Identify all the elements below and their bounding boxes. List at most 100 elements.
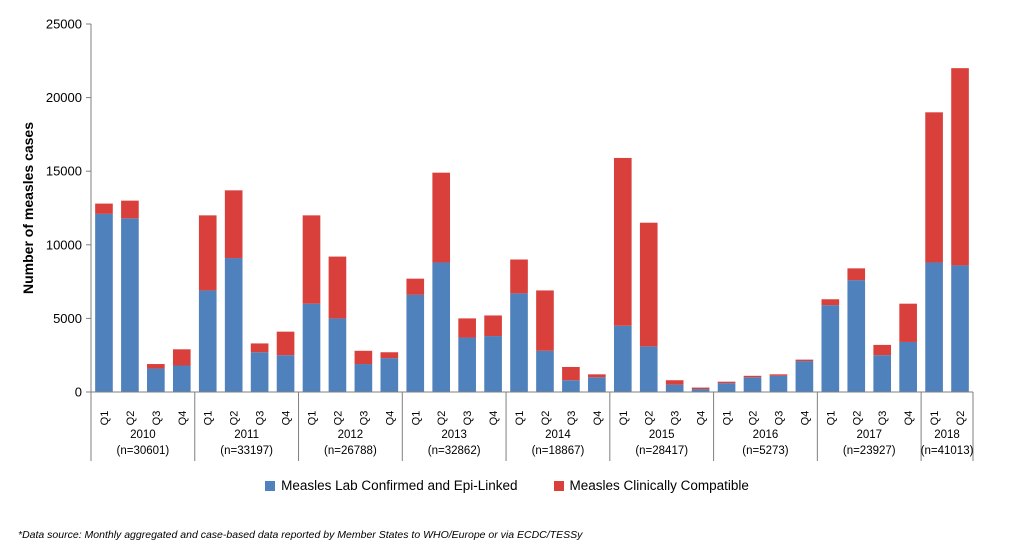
group-n-label: (n=33197) (220, 445, 273, 457)
bar-lab-confirmed (250, 352, 269, 392)
bar-clinically-compatible (769, 374, 788, 376)
x-tick-label: Q2 (125, 411, 137, 426)
y-tick-label: 5000 (53, 311, 82, 326)
group-year-label: 2010 (130, 429, 156, 441)
x-tick-label: Q2 (644, 411, 656, 426)
group-n-label: (n=30601) (117, 445, 170, 457)
bar-lab-confirmed (899, 341, 917, 392)
y-tick-label: 0 (75, 385, 82, 400)
bar-clinically-compatible (354, 350, 373, 365)
x-tick-label: Q1 (722, 411, 734, 426)
bar-lab-confirmed (639, 346, 658, 392)
bar-clinically-compatible (899, 303, 917, 342)
bar-clinically-compatible (276, 331, 295, 356)
group-n-label: (n=28417) (635, 445, 688, 457)
bar-clinically-compatible (613, 157, 632, 326)
bar-lab-confirmed (224, 258, 243, 392)
x-tick-label: Q3 (151, 411, 163, 426)
bar-lab-confirmed (613, 325, 632, 392)
bar-lab-confirmed (795, 361, 814, 392)
x-tick-label: Q3 (358, 411, 370, 426)
x-tick-label: Q4 (799, 411, 811, 426)
legend-item-lab-confirmed: Measles Lab Confirmed and Epi-Linked (265, 478, 518, 493)
bar-clinically-compatible (95, 203, 113, 214)
footnote: *Data source: Monthly aggregated and cas… (18, 529, 583, 541)
group-year-label: 2011 (234, 429, 259, 441)
bar-clinically-compatible (302, 215, 321, 304)
y-tick-label: 10000 (46, 237, 82, 252)
group-n-label: (n=18867) (532, 445, 585, 457)
bar-lab-confirmed (121, 218, 139, 392)
x-tick-label: Q2 (851, 411, 863, 426)
bar-lab-confirmed (354, 364, 373, 392)
legend-swatch-lab-confirmed (265, 480, 276, 491)
bar-clinically-compatible (328, 256, 347, 319)
bar-clinically-compatible (873, 344, 892, 356)
bar-clinically-compatible (639, 222, 658, 347)
bar-lab-confirmed (562, 380, 580, 392)
x-tick-label: Q1 (203, 411, 215, 426)
bar-clinically-compatible (795, 359, 814, 362)
bar-clinically-compatible (432, 172, 451, 263)
x-tick-label: Q4 (281, 411, 293, 426)
x-tick-label: Q3 (670, 411, 682, 426)
bar-clinically-compatible (951, 68, 969, 266)
legend-label-lab-confirmed: Measles Lab Confirmed and Epi-Linked (281, 478, 518, 493)
x-tick-label: Q3 (566, 411, 578, 426)
y-tick-label: 15000 (46, 164, 82, 179)
x-tick-label: Q1 (618, 411, 630, 426)
bar-lab-confirmed (691, 389, 710, 392)
x-tick-label: Q3 (255, 411, 267, 426)
legend: Measles Lab Confirmed and Epi-Linked Mea… (0, 478, 1014, 493)
x-tick-label: Q2 (332, 411, 344, 426)
bar-lab-confirmed (95, 213, 113, 392)
bar-clinically-compatible (484, 315, 502, 337)
x-tick-label: Q1 (99, 411, 111, 426)
bar-clinically-compatible (250, 343, 269, 353)
bar-lab-confirmed (769, 375, 788, 392)
x-tick-label: Q2 (540, 411, 552, 426)
x-tick-label: Q4 (696, 411, 708, 426)
bar-lab-confirmed (665, 384, 684, 392)
group-year-label: 2018 (934, 429, 960, 441)
x-tick-label: Q1 (929, 411, 941, 426)
x-tick-label: Q1 (307, 411, 319, 426)
bar-lab-confirmed (276, 355, 295, 392)
x-tick-label: Q2 (436, 411, 448, 426)
x-tick-label: Q3 (877, 411, 889, 426)
x-tick-label: Q4 (903, 411, 915, 426)
y-tick-label: 20000 (46, 90, 82, 105)
bar-clinically-compatible (821, 299, 840, 306)
bar-lab-confirmed (588, 377, 606, 392)
bar-lab-confirmed (380, 358, 399, 392)
legend-item-clinically-compatible: Measles Clinically Compatible (553, 478, 749, 493)
group-n-label: (n=41013) (921, 445, 974, 457)
bar-lab-confirmed (925, 262, 943, 392)
bar-clinically-compatible (562, 366, 580, 381)
group-n-label: (n=32862) (428, 445, 481, 457)
x-tick-label: Q1 (514, 411, 526, 426)
legend-label-clinically-compatible: Measles Clinically Compatible (569, 478, 749, 493)
bar-clinically-compatible (588, 374, 606, 378)
bar-clinically-compatible (458, 318, 476, 338)
bar-lab-confirmed (302, 303, 321, 392)
bar-lab-confirmed (147, 368, 165, 392)
bar-clinically-compatible (510, 259, 528, 294)
group-year-label: 2017 (856, 429, 882, 441)
bar-clinically-compatible (198, 215, 217, 291)
bar-clinically-compatible (717, 381, 736, 384)
group-n-label: (n=23927) (843, 445, 896, 457)
bar-clinically-compatible (406, 278, 425, 295)
bar-lab-confirmed (847, 280, 866, 392)
x-tick-label: Q2 (748, 411, 760, 426)
x-tick-label: Q4 (488, 411, 500, 426)
x-tick-label: Q1 (410, 411, 422, 426)
x-tick-label: Q4 (592, 411, 604, 426)
bar-clinically-compatible (380, 352, 399, 359)
bar-clinically-compatible (691, 387, 710, 390)
x-tick-label: Q3 (462, 411, 474, 426)
x-tick-label: Q4 (384, 411, 396, 426)
bar-clinically-compatible (172, 349, 191, 366)
bar-lab-confirmed (458, 337, 476, 392)
bar-clinically-compatible (121, 200, 139, 219)
